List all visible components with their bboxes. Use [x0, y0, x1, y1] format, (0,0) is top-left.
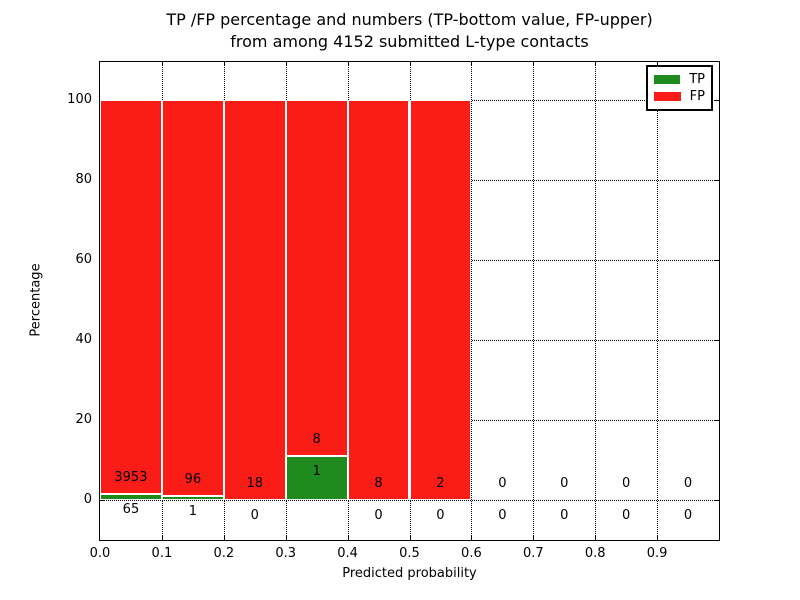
- x-tick-label: 0.1: [151, 546, 173, 561]
- tp-count-label: 0: [683, 508, 693, 523]
- bar-boundary-seam: [346, 100, 349, 500]
- fp-bar: [223, 100, 286, 500]
- bar-boundary-seam: [222, 100, 225, 500]
- legend-item-fp: FP: [654, 88, 705, 104]
- fp-bar: [100, 100, 162, 494]
- chart-title-line1: TP /FP percentage and numbers (TP-bottom…: [166, 10, 653, 29]
- tp-count-label: 65: [122, 501, 140, 517]
- tp-bar: [100, 493, 162, 500]
- tp-count-label: 1: [188, 503, 197, 519]
- x-tick-mark: [657, 536, 659, 540]
- fp-bar: [161, 100, 224, 496]
- tp-count-label: 1: [312, 463, 321, 479]
- legend-label-tp: TP: [689, 71, 705, 87]
- x-tick-mark: [595, 536, 597, 540]
- y-tick-mark-right: [715, 500, 719, 501]
- x-grid-line: [657, 62, 659, 540]
- x-tick-label: 0.6: [461, 546, 482, 561]
- x-tick-mark-top: [161, 62, 163, 66]
- x-tick-label: 0.7: [522, 546, 544, 561]
- tp-count-label: 0: [560, 508, 569, 523]
- y-tick-mark-right: [715, 260, 719, 261]
- fp-bar: [347, 100, 410, 500]
- x-tick-label: 0.0: [89, 546, 111, 561]
- x-tick-mark: [471, 536, 473, 540]
- legend-label-fp: FP: [689, 88, 705, 104]
- fp-count-label: 0: [621, 476, 631, 491]
- x-grid-line: [471, 62, 473, 540]
- y-tick-label: 40: [75, 332, 92, 347]
- x-tick-mark: [285, 536, 287, 540]
- x-tick-mark: [347, 536, 349, 540]
- fp-count-label: 0: [498, 476, 507, 491]
- y-tick-mark-right: [715, 420, 719, 421]
- legend-item-tp: TP: [654, 71, 705, 87]
- x-tick-label: 0.8: [584, 546, 606, 561]
- x-tick-mark: [409, 536, 411, 540]
- x-tick-label: 0.4: [337, 546, 358, 561]
- y-axis-label: Percentage: [28, 263, 44, 337]
- chart-title: TP /FP percentage and numbers (TP-bottom…: [100, 9, 719, 53]
- y-tick-label: 80: [75, 172, 92, 187]
- plot-area: 3953 65 96 1 18 0 8 1 8 0 2 0 0 0 0 0 0 0 0 0: [99, 61, 720, 541]
- x-tick-mark-top: [595, 62, 597, 66]
- y-grid-line: [100, 500, 719, 501]
- x-grid-line: [533, 62, 535, 540]
- y-tick-mark-right: [715, 340, 719, 341]
- y-tick-label: 60: [75, 252, 92, 267]
- fp-bar: [285, 100, 348, 456]
- x-tick-mark-top: [347, 62, 349, 66]
- fp-count-label: 96: [184, 471, 202, 487]
- y-tick-mark-right: [715, 100, 719, 101]
- x-tick-mark: [223, 536, 225, 540]
- bar-boundary-seam: [160, 100, 163, 500]
- x-tick-label: 0.5: [399, 546, 420, 561]
- y-tick-mark: [100, 500, 104, 501]
- fp-bar: [409, 100, 472, 500]
- y-tick-label: 100: [67, 92, 92, 107]
- x-tick-label: 0.9: [646, 546, 668, 561]
- x-tick-mark: [161, 536, 163, 540]
- legend: TP FP: [646, 65, 713, 111]
- tp-count-label: 0: [436, 508, 445, 523]
- legend-swatch-tp-icon: [654, 75, 681, 84]
- fp-count-label: 8: [374, 476, 383, 491]
- legend-swatch-fp-icon: [654, 92, 681, 101]
- fp-count-label: 3953: [114, 469, 148, 485]
- x-tick-mark-top: [471, 62, 473, 66]
- y-tick-mark-right: [715, 180, 719, 181]
- x-tick-mark-top: [533, 62, 535, 66]
- x-tick-mark-top: [409, 62, 411, 66]
- x-grid-line: [595, 62, 597, 540]
- fp-count-label: 18: [246, 476, 264, 491]
- tp-count-label: 0: [374, 508, 383, 523]
- tp-count-label: 0: [621, 508, 631, 523]
- bar-boundary-seam: [284, 100, 287, 500]
- bar-boundary-seam: [408, 100, 411, 500]
- x-tick-mark-top: [223, 62, 225, 66]
- x-tick-mark: [533, 536, 535, 540]
- tp-count-label: 0: [250, 508, 259, 523]
- y-tick-label: 20: [75, 412, 92, 427]
- fp-count-label: 0: [560, 476, 569, 491]
- x-tick-label: 0.2: [213, 546, 235, 561]
- x-axis-label: Predicted probability: [342, 566, 477, 581]
- fp-count-label: 2: [436, 476, 445, 491]
- x-tick-label: 0.3: [275, 546, 297, 561]
- tp-bar: [161, 495, 224, 500]
- x-tick-mark-top: [657, 62, 659, 66]
- fp-count-label: 0: [683, 476, 693, 491]
- x-tick-mark-top: [285, 62, 287, 66]
- y-tick-label: 0: [83, 492, 92, 507]
- fp-count-label: 8: [312, 431, 321, 447]
- chart-title-line2: from among 4152 submitted L-type contact…: [230, 32, 589, 51]
- tp-count-label: 0: [498, 508, 507, 523]
